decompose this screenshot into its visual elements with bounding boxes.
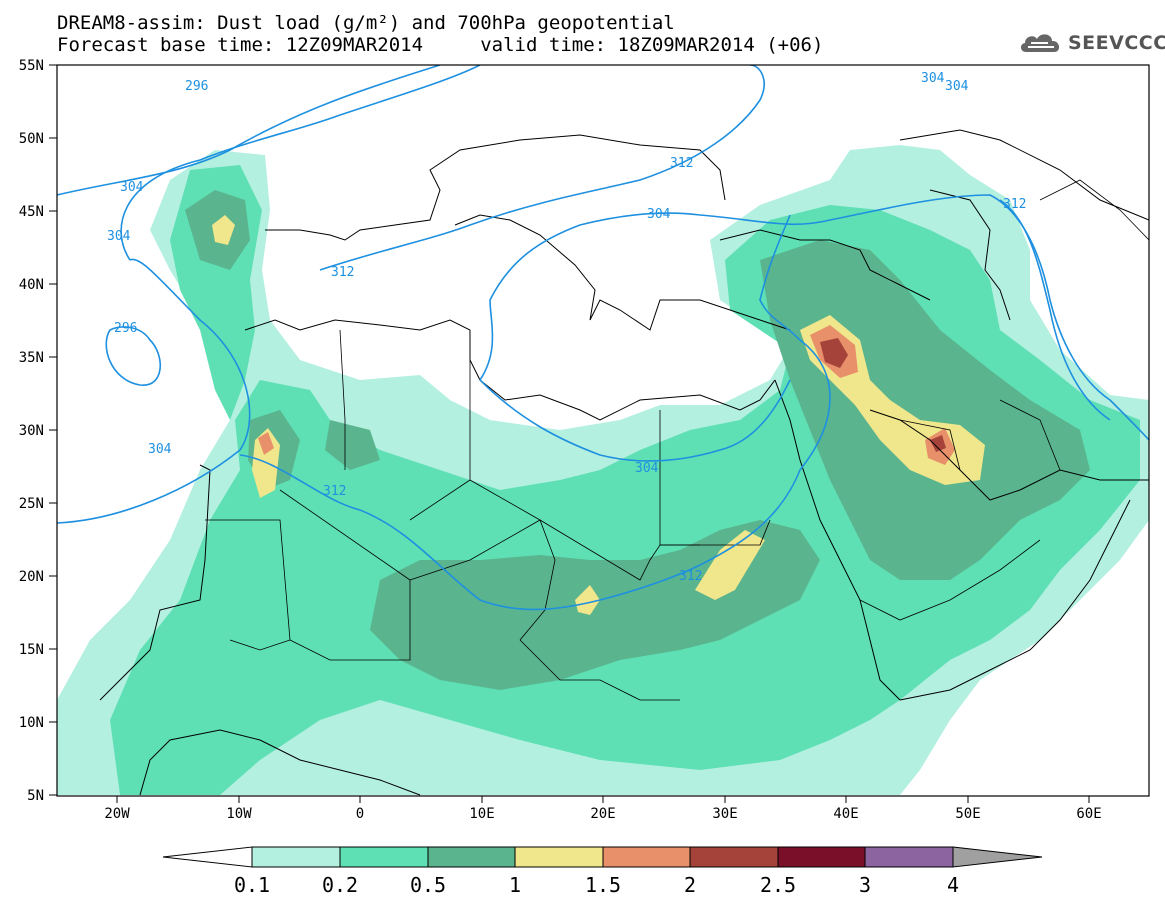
- contour-labels: 296 304 304 296 304 312 304 312 312 304 …: [107, 71, 1026, 584]
- coastlines: [99, 129, 1149, 796]
- colorbar-tick: 2.5: [760, 873, 796, 897]
- colorbar-tick: 0.5: [410, 873, 446, 897]
- lat-label: 5N: [27, 788, 44, 804]
- lon-label: 20W: [104, 806, 130, 822]
- country-borders: [205, 179, 1149, 701]
- lon-label: 50E: [955, 806, 980, 822]
- colorbar-tick: 0.1: [234, 873, 270, 897]
- colorbar-bin: [339, 846, 429, 868]
- lat-label: 55N: [19, 58, 44, 74]
- lat-label: 40N: [19, 277, 44, 293]
- contour-label: 312: [679, 569, 702, 584]
- contour-label: 296: [185, 79, 208, 94]
- contour-label: 312: [1003, 197, 1026, 212]
- contour-label: 304: [647, 207, 671, 222]
- latitude-labels: 55N 50N 45N 40N 35N 30N 25N 20N 15N 10N …: [19, 58, 44, 804]
- lon-label: 40E: [833, 806, 858, 822]
- lon-label: 10E: [469, 806, 494, 822]
- lon-label: 0: [356, 806, 364, 822]
- lon-label: 10W: [226, 806, 252, 822]
- longitude-ticks: [116, 796, 1090, 803]
- contour-label: 296: [114, 321, 137, 336]
- dust-level-2: [820, 338, 946, 452]
- colorbar-tick: 1.5: [585, 873, 621, 897]
- plot-area: 296 304 304 296 304 312 304 312 312 304 …: [57, 65, 1149, 796]
- colorbar-tick: 4: [947, 873, 959, 897]
- map-title: DREAM8-assim: Dust load (g/m²) and 700hP…: [57, 12, 675, 34]
- lon-label: 30E: [712, 806, 737, 822]
- colorbar-bin: [251, 846, 341, 868]
- latitude-ticks: [49, 64, 57, 796]
- colorbar-bin: [864, 846, 954, 868]
- colorbar-ticks: 0.1 0.2 0.5 1 1.5 2 2.5 3 4: [234, 873, 959, 897]
- colorbar-tick: 2: [684, 873, 696, 897]
- colorbar-tick: 0.2: [322, 873, 358, 897]
- colorbar-bin: [689, 846, 779, 868]
- lon-label: 20E: [590, 806, 615, 822]
- colorbar-bin: [427, 846, 516, 868]
- lat-label: 35N: [19, 350, 44, 366]
- contour-label: 312: [323, 484, 346, 499]
- colorbar-bin: [514, 846, 604, 868]
- lat-label: 20N: [19, 569, 44, 585]
- contour-label: 312: [331, 265, 354, 280]
- geopotential-contours: [57, 65, 1149, 611]
- contour-label: 304: [148, 442, 172, 457]
- longitude-labels: 20W 10W 0 10E 20E 30E 40E 50E 60E: [104, 806, 1101, 822]
- contour-label: 304: [921, 71, 945, 86]
- map-subtitle: Forecast base time: 12Z09MAR2014 valid t…: [57, 34, 824, 56]
- contour-label: 304: [107, 229, 131, 244]
- lat-label: 25N: [19, 496, 44, 512]
- lat-label: 10N: [19, 715, 44, 731]
- colorbar-bin: [777, 846, 866, 868]
- colorbar-tick: 1: [509, 873, 521, 897]
- cloud-icon: [1020, 34, 1060, 52]
- contour-label: 304: [945, 79, 969, 94]
- lat-label: 45N: [19, 204, 44, 220]
- colorbar: [162, 846, 1043, 868]
- colorbar-under-arrow: [162, 846, 253, 868]
- colorbar-tick: 3: [859, 873, 871, 897]
- contour-label: 304: [635, 461, 659, 476]
- lat-label: 15N: [19, 642, 44, 658]
- contour-label: 304: [120, 180, 144, 195]
- logo-text: SEEVCCC: [1068, 32, 1165, 54]
- lon-label: 60E: [1076, 806, 1101, 822]
- seevccc-logo: SEEVCCC: [1018, 28, 1165, 58]
- colorbar-bin: [602, 846, 691, 868]
- colorbar-over-arrow: [952, 846, 1043, 868]
- lat-label: 30N: [19, 423, 44, 439]
- contour-label: 312: [670, 156, 693, 171]
- lat-label: 50N: [19, 131, 44, 147]
